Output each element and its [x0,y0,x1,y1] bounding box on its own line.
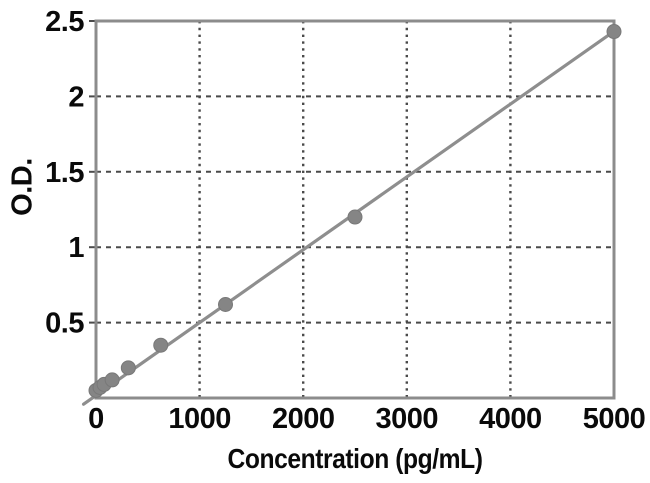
x-axis-title: Concentration (pg/mL) [227,443,483,474]
x-tick-label: 3000 [376,403,439,435]
x-tick-label: 2000 [272,403,335,435]
y-tick-label: 1 [68,232,84,264]
data-point [347,209,363,225]
y-tick-label: 2.5 [45,6,84,38]
y-tick-label: 1.5 [45,157,84,189]
plot-border [94,19,616,400]
x-tick-label: 5000 [583,403,646,435]
x-tick-label: 4000 [479,403,542,435]
y-tick-label: 2 [68,81,84,113]
y-tick-label: 0.5 [45,308,84,340]
data-point [120,360,136,376]
x-tick-label: 0 [88,403,104,435]
data-point [104,372,120,388]
y-axis-title: O.D. [6,158,39,216]
x-tick-label: 1000 [168,403,231,435]
data-point [153,337,169,353]
data-point [606,24,622,40]
data-point [218,297,233,313]
